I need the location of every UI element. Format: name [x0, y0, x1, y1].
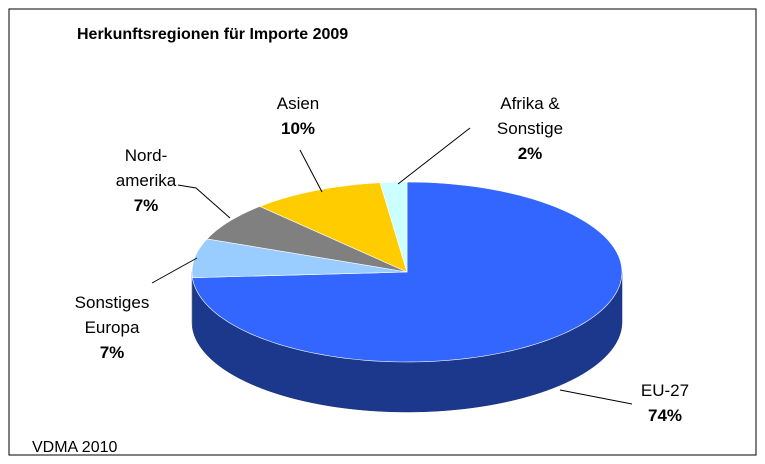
slice-label: EU-27: [641, 381, 689, 400]
source-note: VDMA 2010: [32, 439, 117, 456]
leader-line: [559, 389, 633, 405]
pie-slice: [259, 182, 408, 273]
slice-label: Asien: [277, 94, 320, 113]
slice-label-line: Afrika &: [500, 94, 560, 113]
slice-label-line: amerika: [116, 171, 177, 190]
slice-label-line: Nord-: [125, 146, 168, 165]
slice-label-line: Sonstiges: [75, 293, 150, 312]
slice-value-label: 7%: [134, 196, 159, 215]
leader-line: [397, 127, 471, 185]
pie-slice: [206, 206, 408, 273]
slice-label-line: Europa: [85, 318, 140, 337]
leader-line: [151, 257, 198, 284]
slice-label: Nord-amerika: [116, 146, 177, 190]
slice-label: Afrika & Sonstige: [497, 94, 563, 138]
slice-label: Sonstiges Europa: [75, 293, 150, 337]
slice-label-line: Sonstige: [497, 119, 563, 138]
slice-value-label: 10%: [281, 119, 315, 138]
slice-value-label: 74%: [648, 406, 682, 425]
leader-line: [299, 149, 323, 193]
leader-line: [177, 184, 231, 219]
slice-value-label: 2%: [518, 144, 543, 163]
slice-label-line: EU-27: [641, 381, 689, 400]
pie-slice: [191, 238, 408, 278]
slice-label-line: Asien: [277, 94, 320, 113]
chart-title: Herkunftsregionen für Importe 2009: [77, 26, 348, 43]
pie-slice: [379, 181, 408, 273]
slice-value-label: 7%: [100, 343, 125, 362]
